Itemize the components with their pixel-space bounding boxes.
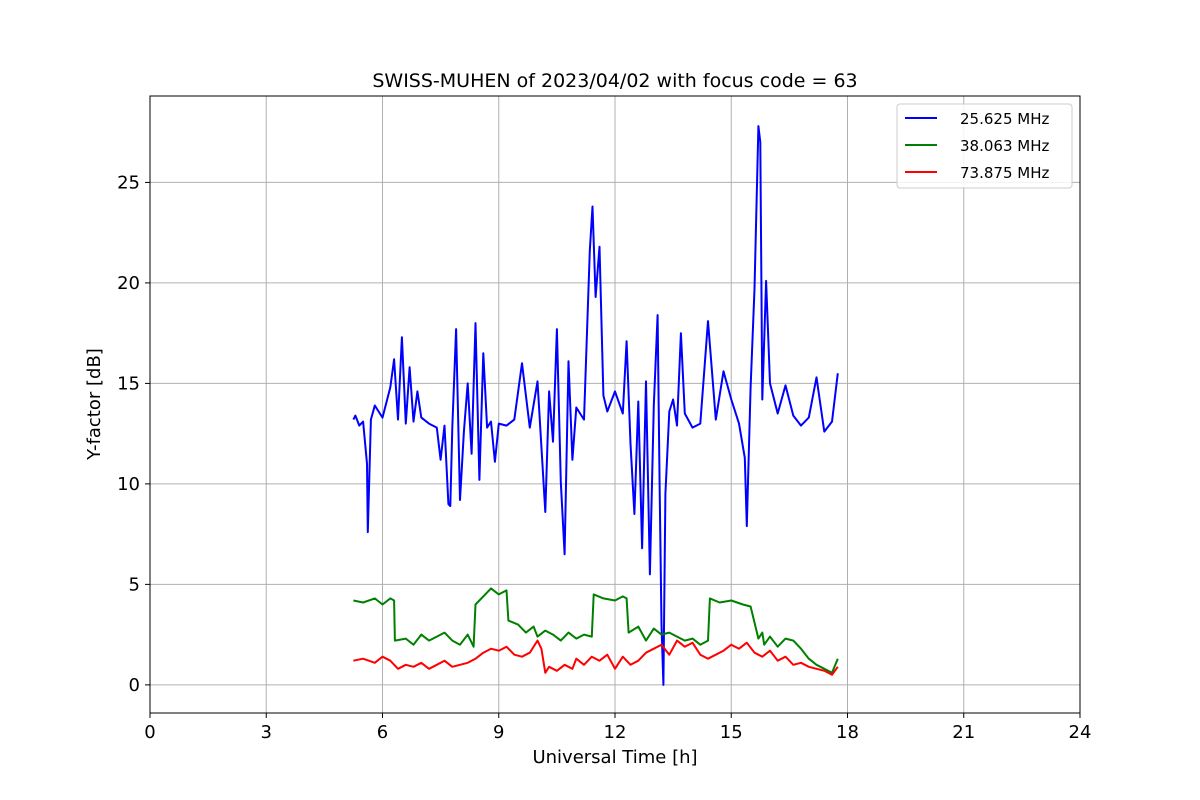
y-axis-ticks: 0 5 10 15 20 25 bbox=[117, 172, 150, 696]
legend-box bbox=[896, 103, 1073, 189]
y-tick-label: 10 bbox=[117, 474, 140, 495]
series-line-3 bbox=[353, 639, 839, 676]
y-tick-label: 5 bbox=[129, 574, 140, 595]
legend-label-3: 73.875 MHz bbox=[960, 164, 1049, 182]
y-tick-label: 25 bbox=[117, 172, 140, 193]
chart-title: SWISS-MUHEN of 2023/04/02 with focus cod… bbox=[372, 70, 857, 92]
legend-label-2: 38.063 MHz bbox=[960, 137, 1049, 155]
x-tick-label: 12 bbox=[604, 722, 627, 743]
grid bbox=[149, 96, 1081, 713]
series-line-1 bbox=[352, 125, 839, 686]
x-tick-label: 0 bbox=[144, 722, 155, 743]
x-tick-label: 6 bbox=[377, 722, 388, 743]
x-tick-label: 18 bbox=[836, 722, 859, 743]
series-line-2 bbox=[353, 587, 839, 674]
x-tick-label: 3 bbox=[261, 722, 272, 743]
legend: 25.625 MHz 38.063 MHz 73.875 MHz bbox=[896, 103, 1073, 189]
y-tick-label: 20 bbox=[117, 273, 140, 294]
x-tick-label: 15 bbox=[720, 722, 743, 743]
x-axis-ticks: 0 3 6 9 12 15 18 21 24 bbox=[144, 713, 1091, 743]
y-tick-label: 0 bbox=[129, 675, 140, 696]
x-tick-label: 21 bbox=[952, 722, 975, 743]
x-tick-label: 24 bbox=[1069, 722, 1092, 743]
x-tick-label: 9 bbox=[493, 722, 504, 743]
legend-label-1: 25.625 MHz bbox=[960, 110, 1049, 128]
plot-lines bbox=[352, 125, 839, 686]
y-axis-label: Y-factor [dB] bbox=[84, 348, 105, 461]
y-tick-label: 15 bbox=[117, 373, 140, 394]
x-axis-label: Universal Time [h] bbox=[532, 747, 697, 768]
